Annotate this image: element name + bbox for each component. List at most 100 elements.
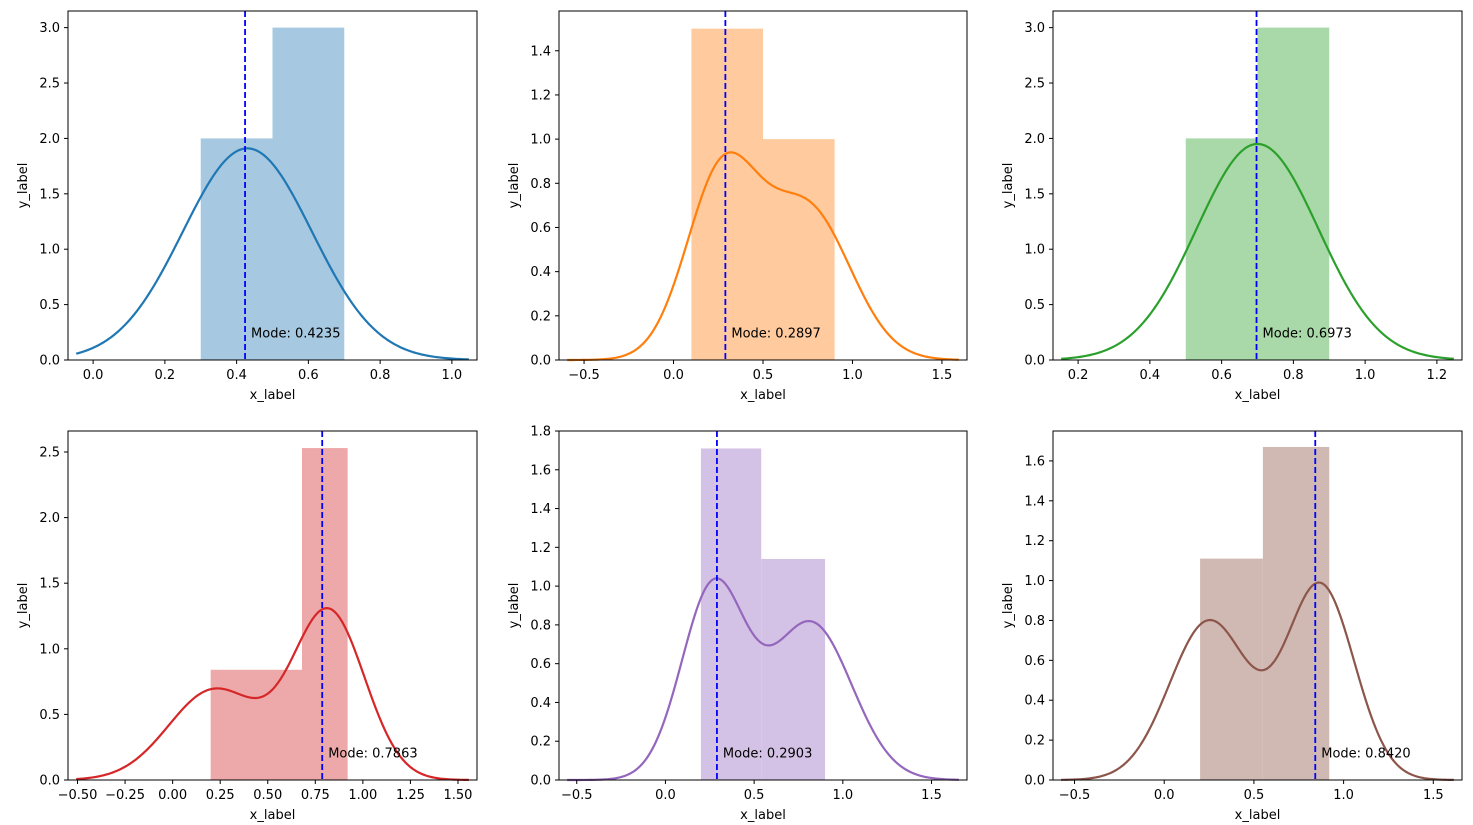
y-tick-label: 1.4 xyxy=(530,502,551,517)
subplot-1: Mode: 0.4235 0.0 0.2 0.4 0.6 0.8 1.0 0.0 0.5 1.0 1… xyxy=(16,10,478,403)
x-tick-label: 1.0 xyxy=(1355,368,1376,383)
x-tick-label: 0.8 xyxy=(1283,368,1304,383)
mode-annotation: Mode: 0.2903 xyxy=(723,746,812,761)
y-tick-label: 1.6 xyxy=(1024,454,1045,469)
x-tick-label: 0.75 xyxy=(301,788,330,803)
y-tick-label: 1.5 xyxy=(39,187,60,202)
kde-curve xyxy=(75,147,469,361)
y-tick-label: 1.5 xyxy=(39,577,60,592)
x-axis-label: x_label xyxy=(740,388,786,403)
y-tick-label: 0.5 xyxy=(39,708,60,723)
subplot-3: Mode: 0.6973 0.2 0.4 0.6 0.8 1.0 1.2 0.0 0.5 1.0 1… xyxy=(1001,10,1463,403)
y-axis-label: y_label xyxy=(16,163,31,209)
y-tick-label: 1.4 xyxy=(530,44,551,59)
axes-frame xyxy=(1052,10,1463,361)
x-tick-label: −0.50 xyxy=(58,788,98,803)
x-tick-label: −0.25 xyxy=(105,788,145,803)
x-tick-label: 0.8 xyxy=(370,368,391,383)
y-tick-label: 1.4 xyxy=(1024,494,1045,509)
y-tick-label: 0.0 xyxy=(39,774,60,789)
kde-curve xyxy=(76,607,469,782)
subplot-6: Mode: 0.8420 −0.5 0.0 0.5 1.0 1.5 0.0 0.2 0.4 0.6… xyxy=(1001,430,1463,823)
y-tick-label: 2.5 xyxy=(39,445,60,460)
histogram-bar xyxy=(700,448,762,780)
y-tick-label: 1.2 xyxy=(530,88,551,103)
x-tick-label: 1.00 xyxy=(348,788,377,803)
x-tick-label: 0.00 xyxy=(158,788,187,803)
y-tick-label: 0.6 xyxy=(1024,654,1045,669)
y-tick-label: 2.0 xyxy=(39,132,60,147)
mode-annotation: Mode: 0.2897 xyxy=(731,326,820,341)
x-tick-label: 1.5 xyxy=(1423,788,1444,803)
x-tick-label: 0.4 xyxy=(1140,368,1161,383)
y-tick-label: 0.0 xyxy=(1024,354,1045,369)
x-tick-label: 0.5 xyxy=(744,788,765,803)
y-tick-label: 2.0 xyxy=(1024,132,1045,147)
subplot-2: Mode: 0.2897 −0.5 0.0 0.5 1.0 1.5 0.0 0.2 0.4 0.6… xyxy=(507,10,968,403)
y-tick-label: 2.5 xyxy=(39,77,60,92)
x-tick-label: −0.5 xyxy=(568,368,600,383)
y-tick-label: 1.6 xyxy=(530,463,551,478)
x-axis-label: x_label xyxy=(740,808,786,823)
x-tick-label: 0.0 xyxy=(1154,788,1175,803)
kde-curve xyxy=(1061,581,1454,782)
histogram-bar xyxy=(1200,558,1263,780)
y-tick-label: 0.6 xyxy=(530,221,551,236)
x-tick-label: 1.5 xyxy=(921,788,942,803)
x-tick-label: 1.0 xyxy=(832,788,853,803)
x-tick-label: 0.6 xyxy=(1211,368,1232,383)
x-tick-label: 0.2 xyxy=(155,368,176,383)
x-tick-label: −0.5 xyxy=(561,788,593,803)
axes-frame xyxy=(1052,430,1463,781)
axes-frame xyxy=(67,10,478,361)
y-tick-label: 1.0 xyxy=(530,580,551,595)
x-axis-label: x_label xyxy=(1235,388,1281,403)
y-tick-label: 0.0 xyxy=(39,354,60,369)
y-tick-label: 0.8 xyxy=(530,618,551,633)
x-tick-label: 1.50 xyxy=(444,788,473,803)
y-axis-label: y_label xyxy=(507,583,522,629)
x-tick-label: 0.2 xyxy=(1068,368,1089,383)
y-tick-label: 1.0 xyxy=(1024,243,1045,258)
x-tick-label: 0.50 xyxy=(253,788,282,803)
y-tick-label: 0.4 xyxy=(530,696,551,711)
x-tick-label: 0.0 xyxy=(83,368,104,383)
y-tick-label: 1.0 xyxy=(530,133,551,148)
y-tick-label: 0.2 xyxy=(1024,734,1045,749)
y-tick-label: 0.8 xyxy=(530,177,551,192)
y-axis-label: y_label xyxy=(16,583,31,629)
kde-curve xyxy=(1061,142,1454,360)
kde-curve xyxy=(567,151,959,362)
x-tick-label: −0.5 xyxy=(1059,788,1091,803)
mode-annotation: Mode: 0.8420 xyxy=(1321,746,1410,761)
y-tick-label: 1.8 xyxy=(530,425,551,440)
y-axis-label: y_label xyxy=(1001,163,1016,209)
x-tick-label: 1.2 xyxy=(1427,368,1448,383)
y-tick-label: 1.2 xyxy=(1024,534,1045,549)
y-tick-label: 1.2 xyxy=(530,541,551,556)
x-tick-label: 0.4 xyxy=(226,368,247,383)
x-tick-label: 1.0 xyxy=(442,368,463,383)
x-tick-label: 0.0 xyxy=(655,788,676,803)
y-tick-label: 1.0 xyxy=(39,243,60,258)
y-tick-label: 0.6 xyxy=(530,657,551,672)
histogram-bar xyxy=(210,669,302,780)
x-tick-label: 1.0 xyxy=(1333,788,1354,803)
y-tick-label: 2.5 xyxy=(1024,77,1045,92)
y-tick-label: 0.5 xyxy=(39,298,60,313)
mode-annotation: Mode: 0.4235 xyxy=(251,326,340,341)
y-axis-label: y_label xyxy=(1001,583,1016,629)
x-tick-label: 0.6 xyxy=(298,368,319,383)
x-axis-label: x_label xyxy=(250,388,296,403)
x-tick-label: 0.5 xyxy=(753,368,774,383)
histogram-bar xyxy=(1257,27,1330,360)
histogram-bar xyxy=(301,448,348,780)
histogram-bar xyxy=(763,139,835,360)
x-tick-label: 1.5 xyxy=(932,368,953,383)
y-axis-label: y_label xyxy=(507,163,522,209)
x-axis-label: x_label xyxy=(1235,808,1281,823)
subplot-5: Mode: 0.2903 −0.5 0.0 0.5 1.0 1.5 0.0 0.2 0.4 0.6… xyxy=(507,425,968,823)
x-tick-label: 1.0 xyxy=(842,368,863,383)
histogram-bar xyxy=(1185,138,1258,360)
